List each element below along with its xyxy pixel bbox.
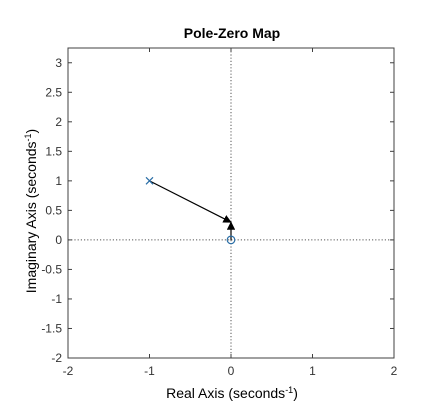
y-tick-label: -1: [51, 292, 62, 306]
chart-title: Pole-Zero Map: [184, 25, 280, 41]
y-tick-label: 0.5: [45, 203, 62, 217]
y-tick-label: 3: [55, 56, 62, 70]
y-tick-label: 2: [55, 115, 62, 129]
x-tick-label: 1: [309, 364, 316, 378]
y-tick-label: -0.5: [41, 262, 62, 276]
x-tick-label: -1: [144, 364, 155, 378]
x-tick-label: 0: [228, 364, 235, 378]
pole-marker: [145, 176, 154, 185]
zero-marker: [226, 235, 236, 245]
x-axis-label: Real Axis (seconds-1): [166, 385, 298, 401]
y-tick-label: 1.5: [45, 144, 62, 158]
plot-area: -2 -1 0 1 2 -2 -1.5 -1 -0.5 0 0.5 1 1.5 2 2.5 3: [41, 47, 398, 378]
y-tick-label: -2: [51, 351, 62, 365]
y-tick-label: 2.5: [45, 85, 62, 99]
y-tick-label: -1.5: [41, 321, 62, 335]
locus-arrow: [149, 180, 232, 223]
y-tick-label: 1: [55, 174, 62, 188]
x-tick-label: 2: [391, 364, 398, 378]
y-tick-label: 0: [55, 233, 62, 247]
y-axis-label: Imaginary Axis (seconds-1): [23, 129, 39, 293]
x-tick-label: -2: [63, 364, 74, 378]
